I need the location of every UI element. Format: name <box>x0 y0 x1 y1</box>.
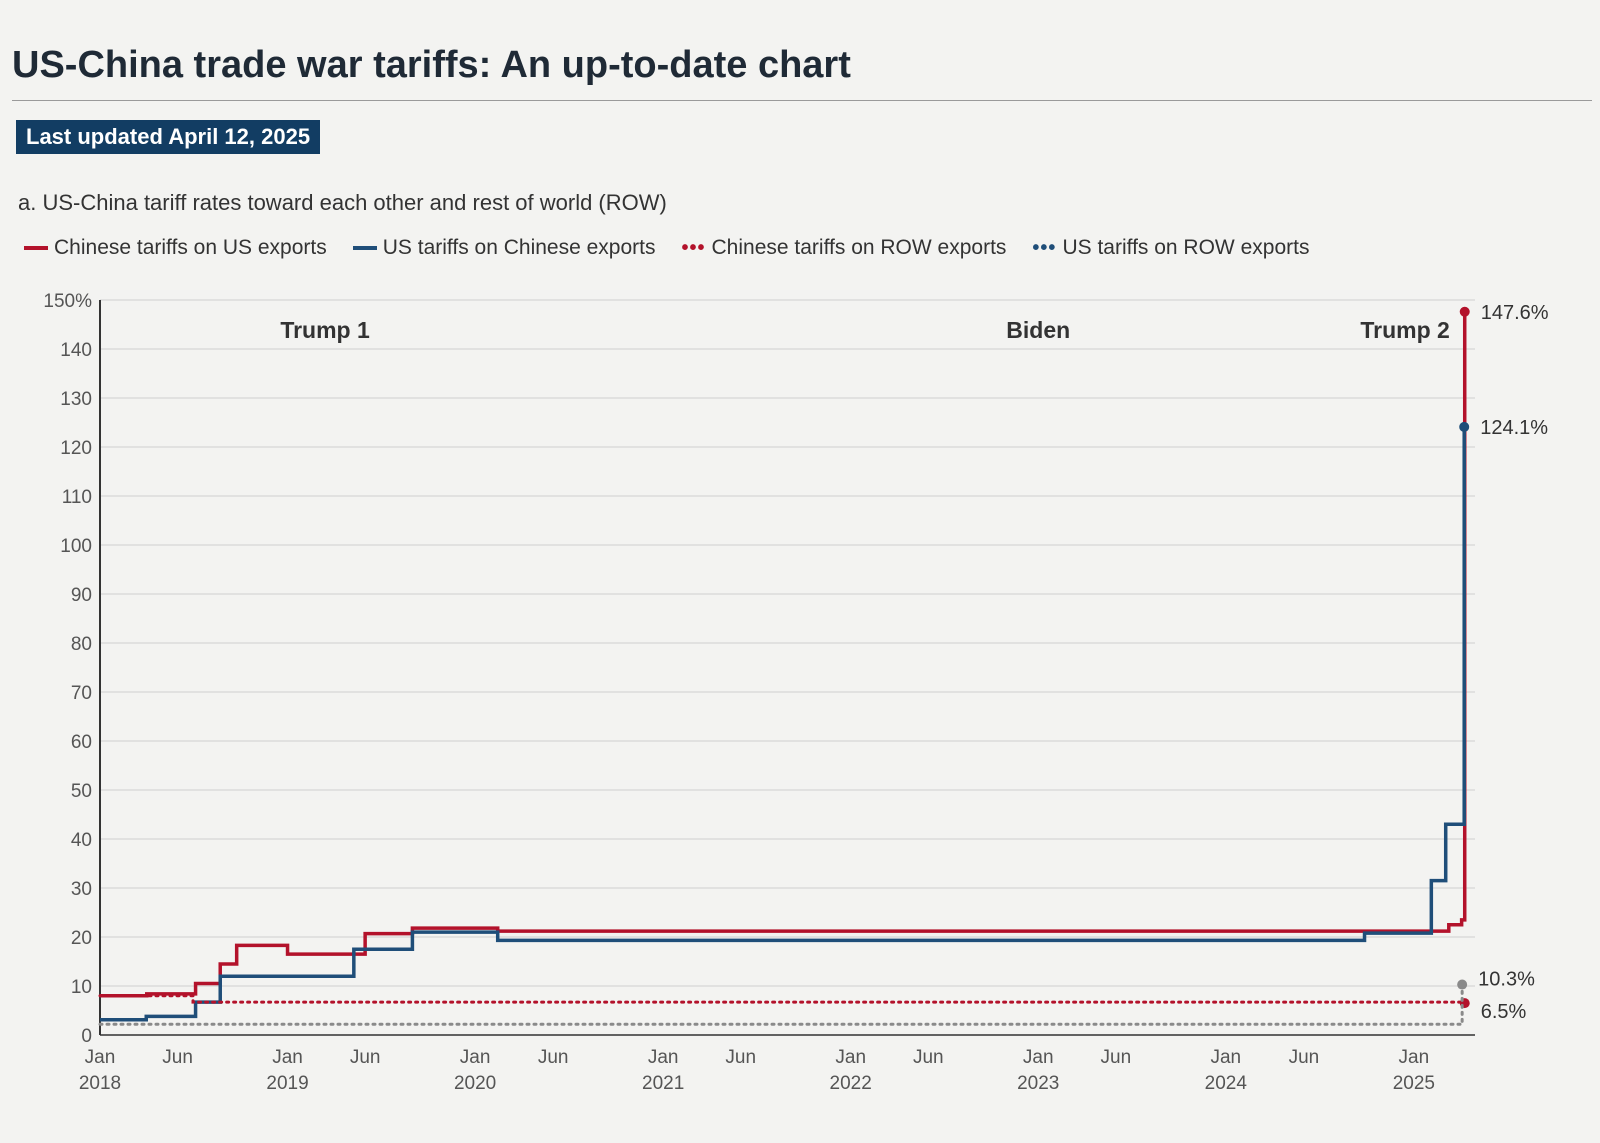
series-end-label: 124.1% <box>1480 417 1548 439</box>
x-tick-label: Jun <box>162 1047 193 1068</box>
period-label: Trump 1 <box>280 317 370 343</box>
legend-label: Chinese tariffs on US exports <box>54 236 327 259</box>
series-line <box>98 994 1467 1005</box>
y-tick-label: 40 <box>71 830 92 851</box>
legend-label: US tariffs on ROW exports <box>1062 236 1310 259</box>
period-label: Trump 2 <box>1360 317 1449 343</box>
x-tick-label: Jan <box>1399 1047 1430 1068</box>
series-end-point <box>1457 979 1468 990</box>
legend-label: Chinese tariffs on ROW exports <box>711 236 1007 259</box>
chart-legend: Chinese tariffs on US exports US tariffs… <box>24 236 1564 260</box>
x-tick-year-label: 2024 <box>1205 1073 1248 1094</box>
legend-swatch-solid-red <box>24 246 48 250</box>
x-tick-label: Jun <box>1101 1047 1132 1068</box>
y-tick-label: 130 <box>60 389 92 410</box>
legend-item-china-on-us: Chinese tariffs on US exports <box>24 236 327 260</box>
series-line <box>98 983 1464 1026</box>
x-tick-year-label: 2020 <box>454 1073 496 1094</box>
y-tick-label: 30 <box>71 879 92 900</box>
x-tick-label: Jun <box>725 1047 756 1068</box>
y-tick-label: 100 <box>60 536 92 557</box>
y-tick-label: 10 <box>71 977 92 998</box>
period-label: Biden <box>1006 317 1070 343</box>
y-tick-label: 50 <box>71 781 92 802</box>
y-tick-label: 60 <box>71 732 92 753</box>
x-tick-label: Jan <box>648 1047 679 1068</box>
series-end-label: 6.5% <box>1481 1001 1527 1023</box>
x-tick-label: Jun <box>1289 1047 1320 1068</box>
y-tick-label: 140 <box>60 340 92 361</box>
x-tick-year-label: 2022 <box>830 1073 872 1094</box>
y-tick-label: 20 <box>71 928 92 949</box>
x-tick-year-label: 2018 <box>79 1073 121 1094</box>
legend-item-us-on-china: US tariffs on Chinese exports <box>352 236 656 260</box>
legend-swatch-solid-blue <box>352 246 377 250</box>
legend-item-us-on-row: ••• US tariffs on ROW exports <box>1032 236 1309 260</box>
y-tick-label: 70 <box>71 683 92 704</box>
last-updated-badge: Last updated April 12, 2025 <box>16 120 321 154</box>
page-title: US-China trade war tariffs: An up-to-dat… <box>12 44 851 86</box>
x-tick-label: Jan <box>1023 1047 1054 1068</box>
legend-item-china-on-row: ••• Chinese tariffs on ROW exports <box>682 236 1007 260</box>
series-end-label: 147.6% <box>1481 302 1549 324</box>
y-tick-label: 150% <box>43 291 92 312</box>
title-divider <box>12 100 1592 101</box>
series-line <box>100 426 1466 1022</box>
x-tick-year-label: 2025 <box>1393 1073 1435 1094</box>
x-tick-year-label: 2019 <box>266 1073 308 1094</box>
y-tick-label: 80 <box>71 634 92 655</box>
x-tick-year-label: 2021 <box>642 1073 684 1094</box>
chart-subtitle: a. US-China tariff rates toward each oth… <box>18 190 667 215</box>
y-tick-label: 120 <box>60 438 92 459</box>
y-tick-label: 0 <box>81 1026 92 1047</box>
x-tick-label: Jan <box>460 1047 491 1068</box>
series-end-point <box>1459 421 1470 432</box>
y-tick-label: 110 <box>62 487 92 508</box>
x-tick-label: Jan <box>1210 1047 1241 1068</box>
x-tick-label: Jan <box>835 1047 866 1068</box>
series-line <box>100 311 1467 998</box>
series-end-point <box>1459 306 1470 317</box>
x-tick-label: Jan <box>85 1047 116 1068</box>
x-tick-label: Jan <box>272 1047 303 1068</box>
x-tick-label: Jun <box>350 1047 381 1068</box>
series-end-label: 10.3% <box>1478 969 1535 991</box>
y-tick-label: 90 <box>71 585 92 606</box>
x-tick-year-label: 2023 <box>1017 1073 1059 1094</box>
legend-label: US tariffs on Chinese exports <box>382 236 656 259</box>
x-tick-label: Jun <box>913 1047 944 1068</box>
x-tick-label: Jun <box>538 1047 569 1068</box>
